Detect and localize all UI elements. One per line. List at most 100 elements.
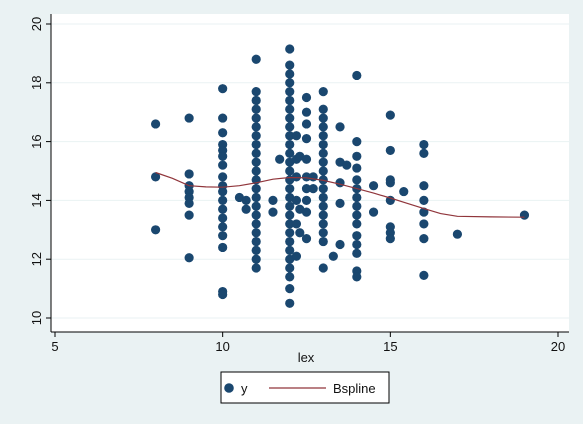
- scatter-point: [301, 154, 312, 164]
- scatter-point: [268, 207, 278, 217]
- scatter-point: [352, 239, 362, 250]
- scatter-point: [342, 160, 352, 170]
- scatter-point: [151, 119, 161, 129]
- scatter-point: [218, 128, 228, 138]
- scatter-point: [419, 207, 429, 217]
- scatter-point: [184, 169, 194, 179]
- scatter-point: [352, 201, 362, 211]
- scatter-point: [285, 78, 295, 88]
- scatter-point: [285, 284, 295, 294]
- scatter-point: [251, 201, 261, 211]
- x-tick-label: 15: [383, 339, 397, 354]
- scatter-point: [352, 137, 362, 147]
- scatter-point: [318, 184, 328, 194]
- scatter-point: [352, 210, 362, 220]
- y-tick-label: 16: [29, 134, 44, 148]
- scatter-point: [352, 219, 362, 229]
- y-tick-label: 14: [29, 193, 44, 207]
- scatter-point: [352, 70, 362, 81]
- scatter-point: [419, 181, 429, 191]
- scatter-point: [318, 131, 328, 141]
- scatter-point: [218, 113, 228, 123]
- scatter-point: [251, 210, 261, 220]
- scatter-point: [318, 210, 328, 220]
- scatter-point: [318, 157, 328, 167]
- scatter-point: [291, 131, 302, 141]
- x-axis-title: lex: [298, 350, 315, 365]
- scatter-point: [318, 236, 328, 247]
- scatter-point: [301, 234, 312, 244]
- scatter-point: [301, 92, 312, 103]
- scatter-point: [301, 107, 312, 117]
- scatter-point: [385, 110, 395, 120]
- scatter-point: [285, 95, 295, 106]
- scatter-point: [251, 228, 261, 238]
- scatter-point: [335, 122, 345, 132]
- legend: y Bspline: [220, 371, 390, 404]
- scatter-point: [291, 219, 302, 229]
- scatter-point: [318, 219, 328, 229]
- scatter-point: [285, 60, 295, 70]
- scatter-point: [318, 263, 328, 273]
- scatter-point: [328, 251, 338, 261]
- scatter-point: [251, 263, 261, 273]
- scatter-point: [285, 210, 295, 220]
- scatter-point: [251, 54, 261, 64]
- scatter-point: [241, 204, 251, 214]
- scatter-point: [218, 289, 228, 300]
- scatter-points: [151, 44, 530, 308]
- axis-ticks: 10 12 14 16 18 20 5 10 15 20: [29, 17, 565, 354]
- scatter-point: [301, 207, 312, 217]
- legend-label-y: y: [241, 381, 248, 396]
- scatter-point: [385, 178, 395, 188]
- scatter-point: [285, 87, 295, 97]
- scatter-point: [285, 228, 295, 238]
- scatter-point: [241, 195, 251, 205]
- scatter-point: [291, 195, 302, 205]
- scatter-point: [285, 122, 295, 132]
- scatter-point: [368, 207, 379, 217]
- x-tick-label: 10: [215, 339, 229, 354]
- scatter-point: [285, 69, 295, 79]
- scatter-point: [335, 239, 345, 250]
- scatter-point: [419, 219, 429, 229]
- scatter-point: [218, 204, 228, 214]
- scatter-point: [419, 148, 429, 158]
- scatter-point: [318, 113, 328, 123]
- scatter-point: [218, 222, 228, 232]
- scatter-point: [285, 104, 295, 114]
- scatter-point: [218, 172, 228, 182]
- scatter-point: [285, 298, 295, 308]
- scatter-point: [251, 148, 261, 158]
- scatter-point: [184, 210, 194, 220]
- scatter-point: [399, 186, 409, 197]
- scatter-point: [519, 210, 530, 220]
- scatter-point: [318, 139, 328, 150]
- scatter-point: [251, 87, 261, 97]
- scatter-point: [251, 184, 261, 194]
- scatter-point: [285, 44, 295, 54]
- scatter-point: [285, 113, 295, 123]
- scatter-point: [285, 166, 295, 176]
- legend-label-bspline: Bspline: [333, 381, 376, 396]
- scatter-point: [285, 263, 295, 273]
- scatter-point: [335, 198, 345, 208]
- scatter-point: [335, 178, 345, 188]
- y-tick-label: 18: [29, 76, 44, 90]
- scatter-point: [385, 234, 395, 244]
- scatter-point: [251, 166, 261, 176]
- bspline-line-layer: [155, 171, 525, 218]
- scatter-point: [352, 248, 362, 258]
- scatter-point: [218, 186, 228, 197]
- scatter-point: [251, 236, 261, 247]
- x-tick-label: 20: [551, 339, 565, 354]
- scatter-point: [352, 163, 362, 173]
- scatter-point: [301, 195, 312, 205]
- scatter-point: [218, 151, 228, 161]
- scatter-point: [452, 229, 463, 239]
- scatter-point: [251, 245, 261, 255]
- scatter-point: [318, 201, 328, 211]
- scatter-point: [352, 192, 362, 203]
- scatter-point: [251, 254, 261, 264]
